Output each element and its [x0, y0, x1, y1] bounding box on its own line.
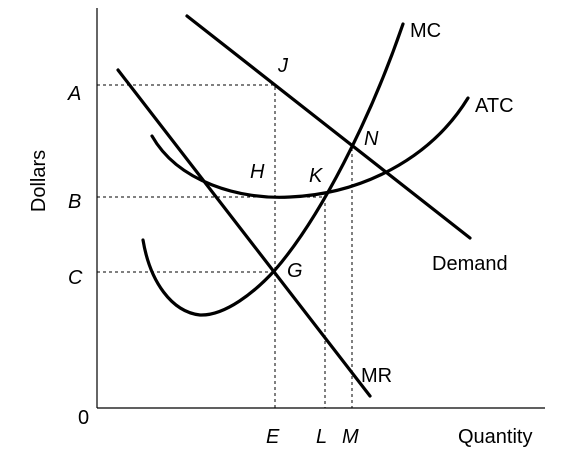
demand-curve [185, 14, 472, 240]
x-tick-m: M [342, 426, 359, 448]
point-h-label: H [250, 161, 265, 183]
atc-label: ATC [475, 95, 514, 117]
demand-label: Demand [432, 253, 508, 275]
y-tick-a: A [67, 83, 81, 105]
origin-label: 0 [78, 407, 89, 429]
y-axis-title: Dollars [28, 150, 50, 212]
x-axis-title: Quantity [458, 426, 532, 448]
mr-label: MR [361, 365, 392, 387]
x-tick-e: E [266, 426, 280, 448]
x-tick-l: L [316, 426, 327, 448]
point-k-label: K [309, 165, 324, 187]
mc-label: MC [410, 20, 441, 42]
mc-curve [141, 22, 405, 317]
atc-curve [150, 96, 470, 199]
mr-curve [116, 68, 372, 398]
point-n-label: N [364, 128, 379, 150]
y-tick-b: B [68, 191, 81, 213]
guide-line-a [97, 84, 276, 408]
point-g-label: G [287, 260, 303, 282]
y-tick-c: C [68, 267, 83, 289]
point-j-label: J [277, 55, 289, 77]
